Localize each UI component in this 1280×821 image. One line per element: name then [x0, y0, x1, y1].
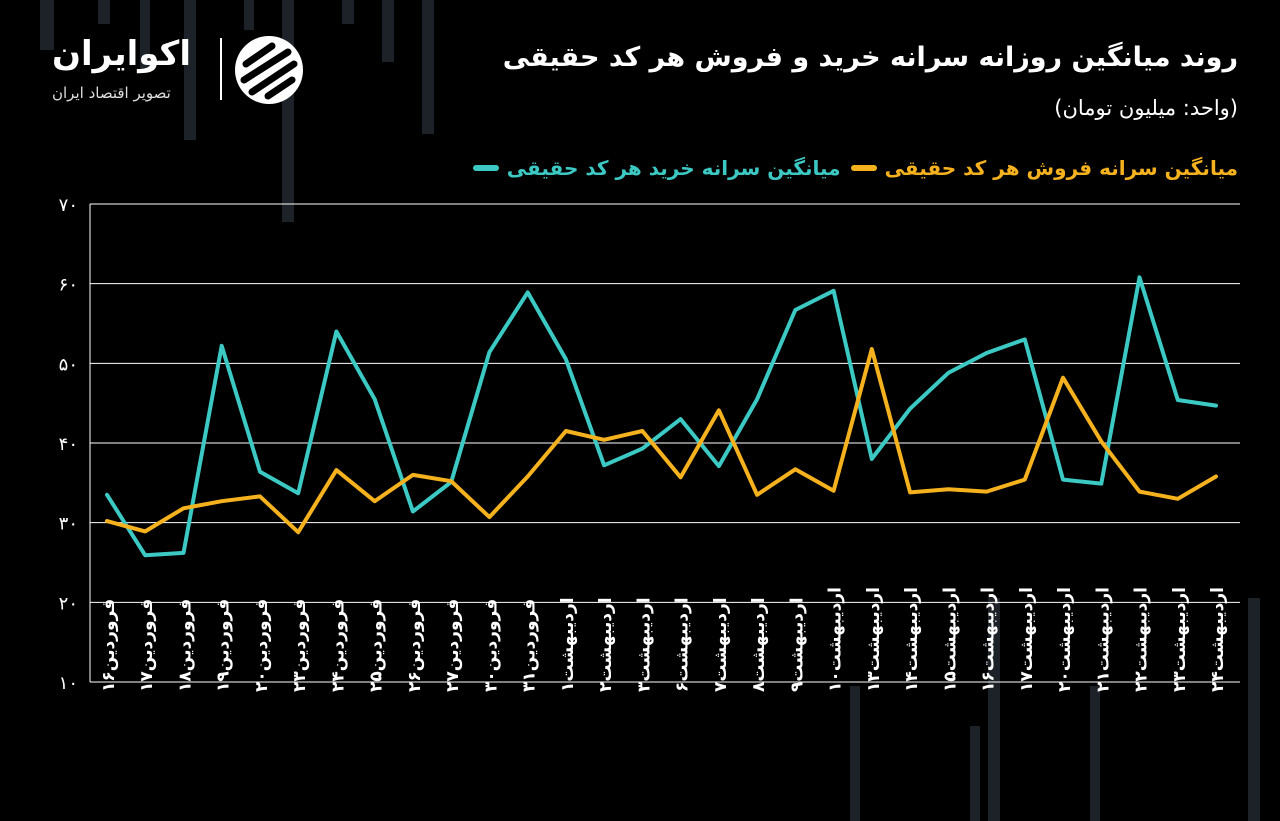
x-tick-label: اردیبهشت۸	[749, 597, 769, 692]
y-tick-label: ۱۰	[59, 673, 78, 694]
x-tick-label: اردیبهشت۷	[711, 597, 731, 692]
x-tick-label: فروردین۲۶	[405, 599, 425, 692]
x-tick-label: اردیبهشت۱۴	[902, 587, 922, 692]
brand-divider	[220, 38, 222, 100]
x-tick-label: فروردین۲۷	[443, 599, 463, 692]
x-tick-label: فروردین۱۸	[175, 599, 195, 692]
y-tick-label: ۲۰	[59, 593, 78, 614]
x-tick-label: اردیبهشت۱۰	[826, 587, 846, 692]
legend-item-sell: میانگین سرانه فروش هر کد حقیقی	[850, 156, 1238, 180]
y-tick-label: ۷۰	[59, 195, 78, 216]
y-tick-label: ۵۰	[59, 354, 78, 375]
x-tick-label: اردیبهشت۳	[634, 597, 654, 692]
x-tick-label: فروردین۲۳	[290, 599, 310, 692]
x-tick-label: اردیبهشت۶	[673, 597, 693, 692]
x-tick-label: اردیبهشت۱۶	[979, 587, 999, 692]
chart-series	[105, 275, 1218, 558]
chart-grid	[89, 203, 1240, 683]
series-line-buy	[105, 275, 1218, 558]
x-tick-label: فروردین۲۵	[367, 599, 387, 692]
x-tick-label: فروردین۱۷	[137, 599, 157, 692]
x-tick-label: فروردین۳۱	[520, 599, 540, 692]
x-tick-label: فروردین۱۹	[214, 599, 234, 692]
chart-unit: (واحد: میلیون تومان)	[1054, 96, 1238, 120]
x-tick-label: فروردین۳۰	[481, 599, 501, 692]
x-tick-label: اردیبهشت۱۷	[1017, 587, 1037, 692]
y-tick-label: ۳۰	[59, 514, 78, 535]
legend-label-buy: میانگین سرانه خرید هر کد حقیقی	[506, 156, 841, 180]
chart-title: روند میانگین روزانه سرانه خرید و فروش هر…	[502, 42, 1238, 73]
series-line-sell	[105, 347, 1218, 535]
x-tick-label: اردیبهشت۲	[596, 597, 616, 692]
brand-tagline: تصویر اقتصاد ایران	[52, 84, 171, 102]
y-tick-label: ۶۰	[59, 275, 78, 296]
x-tick-label: فروردین۱۶	[99, 599, 119, 692]
x-tick-label: اردیبهشت۲۰	[1055, 587, 1075, 692]
x-tick-label: اردیبهشت۱	[558, 597, 578, 692]
y-axis-ticks: ۱۰ ۲۰ ۳۰ ۴۰ ۵۰ ۶۰ ۷۰	[59, 195, 78, 694]
x-tick-label: فروردین۲۰	[252, 599, 272, 692]
x-tick-label: اردیبهشت۱۳	[864, 587, 884, 692]
x-tick-label: اردیبهشت۱۵	[940, 587, 960, 692]
x-tick-label: اردیبهشت۲۴	[1208, 587, 1228, 692]
legend-label-sell: میانگین سرانه فروش هر کد حقیقی	[884, 156, 1238, 180]
legend: میانگین سرانه خرید هر کد حقیقی میانگین س…	[472, 156, 1238, 180]
x-tick-label: اردیبهشت۲۳	[1170, 587, 1190, 692]
legend-item-buy: میانگین سرانه خرید هر کد حقیقی	[472, 156, 841, 180]
ecoiran-logo-icon	[235, 36, 303, 104]
y-tick-label: ۴۰	[59, 434, 78, 455]
x-tick-label: اردیبهشت۹	[787, 597, 807, 692]
legend-swatch-sell	[850, 165, 877, 171]
legend-swatch-buy	[472, 165, 499, 171]
brand-name: اکوایران	[52, 34, 191, 74]
x-tick-label: اردیبهشت۲۱	[1093, 587, 1113, 692]
x-axis-ticks: فروردین۱۶ فروردین۱۷ فروردین۱۸ فروردین۱۹ فرور…	[99, 587, 1228, 692]
x-tick-label: فروردین۲۴	[328, 599, 348, 692]
x-tick-label: اردیبهشت۲۲	[1132, 587, 1152, 692]
